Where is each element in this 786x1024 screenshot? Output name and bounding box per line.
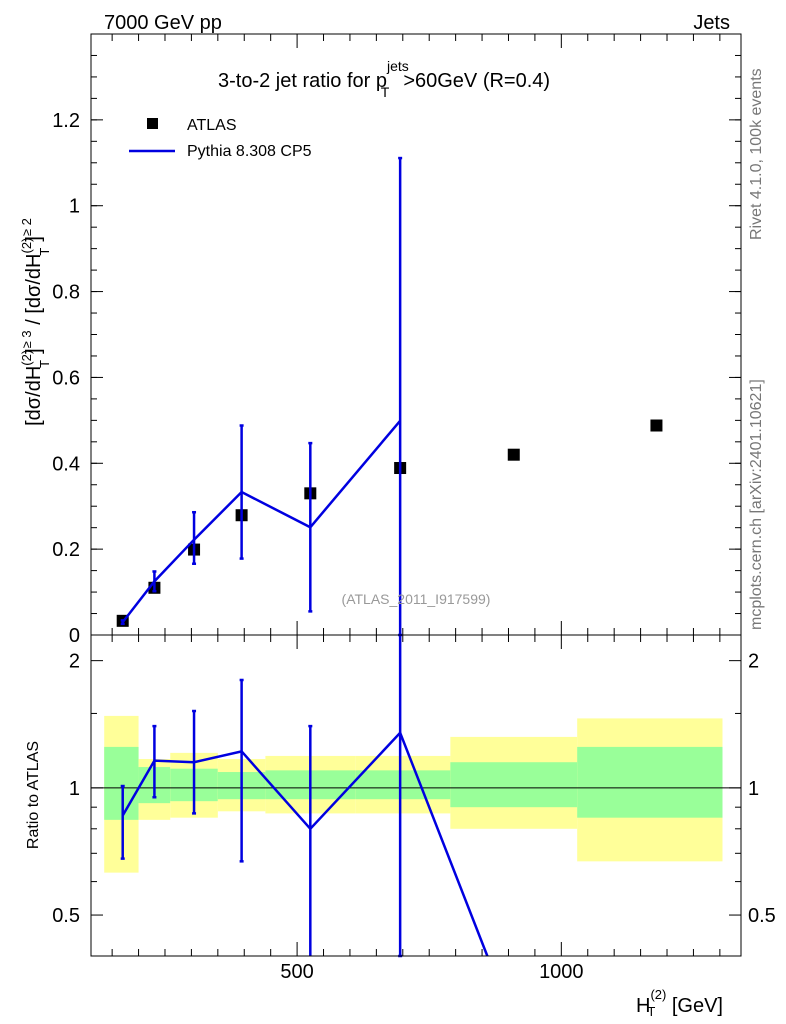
ratio-green-band bbox=[355, 770, 451, 800]
ratio-y-axis: 0.5 0.5 1 1 2 2 bbox=[52, 651, 776, 927]
pythia-line bbox=[121, 419, 402, 623]
ratio-panel: 0.5 0.5 1 1 2 2 500 1000 Ratio to ATLAS H(2) T … bbox=[25, 34, 776, 1019]
mcplots-label: mcplots.cern.ch [arXiv:2401.10621] bbox=[748, 379, 765, 630]
x-axis-label: H(2) T [GeV] bbox=[636, 987, 723, 1019]
ratio-uncertainty-bands bbox=[104, 715, 723, 873]
header-right: Jets bbox=[693, 12, 730, 34]
ylabel-i: ] bbox=[23, 236, 45, 242]
x-tick-label: 1000 bbox=[539, 961, 584, 983]
ratio-y-axis-label: Ratio to ATLAS bbox=[25, 741, 42, 849]
ylabel-a: [dσ/dH bbox=[23, 366, 45, 426]
ylabel-b: (2) bbox=[19, 350, 34, 366]
ratio-green-band bbox=[450, 762, 578, 808]
ratio-pythia-series bbox=[120, 635, 489, 958]
main-y-tick-label: 0 bbox=[69, 625, 80, 647]
main-y-tick-label: 0.6 bbox=[52, 367, 80, 389]
ylabel-h: T bbox=[37, 248, 52, 256]
main-y-tick-label: 1 bbox=[69, 196, 80, 218]
ratio-y-tick-label-right: 0.5 bbox=[748, 905, 776, 927]
ratio-y-tick-label-right: 2 bbox=[748, 651, 759, 673]
ylabel-g: (2) bbox=[19, 238, 34, 254]
legend-atlas-marker bbox=[147, 118, 158, 129]
title-sub: T bbox=[381, 84, 390, 100]
ylabel-c: T bbox=[37, 360, 52, 368]
x-tick-label: 500 bbox=[280, 961, 313, 983]
xlabel-a: H bbox=[636, 995, 650, 1017]
ratio-y-tick-label: 2 bbox=[69, 651, 80, 673]
main-y-tick-label: 0.8 bbox=[52, 282, 80, 304]
rivet-label: Rivet 4.1.0, 100k events bbox=[748, 68, 765, 240]
legend-atlas-label: ATLAS bbox=[187, 117, 237, 134]
ratio-frame bbox=[90, 634, 742, 957]
ylabel-d: ] bbox=[23, 348, 45, 354]
xlabel-c: T bbox=[647, 1004, 655, 1019]
main-y-axis-label: [dσ/dH(2) T]≥ 3 / [dσ/dH(2) T]≥ 2 bbox=[19, 218, 52, 426]
plot-title: 3-to-2 jet ratio for pjets T >60GeV (R=0.4… bbox=[218, 58, 550, 100]
ratio-green-band bbox=[577, 746, 723, 818]
title-suffix: >60GeV (R=0.4) bbox=[403, 70, 550, 92]
main-y-tick-label: 0.4 bbox=[52, 453, 80, 475]
title-sup: jets bbox=[386, 58, 409, 74]
main-panel: 0 0.2 0.4 0.6 0.8 1 1.2 3-to-2 jet ratio for p… bbox=[19, 33, 742, 647]
xlabel-d: [GeV] bbox=[666, 995, 723, 1017]
ratio-y-tick-label-right: 1 bbox=[748, 778, 759, 800]
atlas-data-point bbox=[507, 448, 520, 461]
main-y-tick-label: 1.2 bbox=[52, 110, 80, 132]
atlas-data-point bbox=[650, 419, 663, 432]
ratio-y-tick-label: 1 bbox=[69, 778, 80, 800]
main-y-tick-label: 0.2 bbox=[52, 539, 80, 561]
ylabel-e: ≥ 3 bbox=[19, 330, 34, 348]
analysis-watermark: (ATLAS_2011_I917599) bbox=[342, 591, 491, 607]
x-axis: 500 1000 bbox=[111, 34, 721, 983]
legend-pythia-label: Pythia 8.308 CP5 bbox=[187, 143, 312, 160]
ratio-green-band bbox=[104, 746, 139, 820]
pythia-series bbox=[120, 156, 403, 637]
title-prefix: 3-to-2 jet ratio for p bbox=[218, 70, 387, 92]
main-y-axis: 0 0.2 0.4 0.6 0.8 1 1.2 bbox=[52, 110, 741, 647]
xlabel-b: (2) bbox=[650, 987, 666, 1002]
header-left: 7000 GeV pp bbox=[104, 12, 222, 34]
ylabel-j: ≥ 2 bbox=[19, 218, 34, 236]
ylabel-f: / [dσ/dH bbox=[23, 254, 45, 331]
ratio-y-tick-label: 0.5 bbox=[52, 905, 80, 927]
